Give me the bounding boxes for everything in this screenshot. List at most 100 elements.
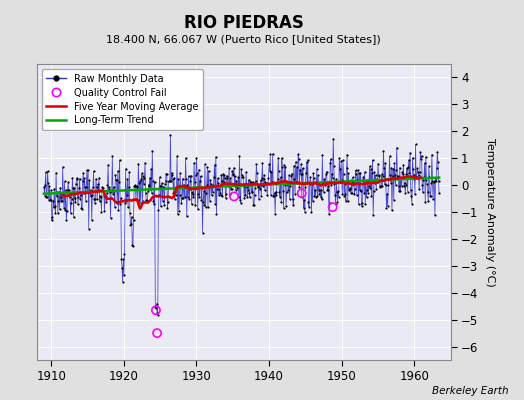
Point xyxy=(53,210,62,216)
Point xyxy=(198,185,206,191)
Point xyxy=(282,189,291,195)
Point xyxy=(345,187,353,194)
Point xyxy=(129,217,138,224)
Point xyxy=(68,196,76,202)
Point xyxy=(291,191,299,197)
Point xyxy=(47,187,56,193)
Point xyxy=(135,180,143,186)
Point xyxy=(342,198,350,204)
Point xyxy=(327,182,335,189)
Point xyxy=(260,172,268,178)
Point xyxy=(199,198,208,205)
Point xyxy=(309,198,317,204)
Point xyxy=(261,178,270,185)
Point xyxy=(150,201,158,207)
Point xyxy=(321,182,330,188)
Point xyxy=(394,172,402,179)
Point xyxy=(408,200,416,207)
Point xyxy=(112,176,121,183)
Point xyxy=(378,182,386,189)
Point xyxy=(324,183,333,189)
Point xyxy=(340,193,348,199)
Point xyxy=(387,165,396,171)
Point xyxy=(301,184,310,190)
Point xyxy=(89,184,97,190)
Point xyxy=(110,184,118,190)
Point xyxy=(126,210,134,216)
Point xyxy=(418,182,427,189)
Point xyxy=(101,194,110,200)
Point xyxy=(290,176,299,182)
Point xyxy=(83,189,92,196)
Point xyxy=(344,170,353,177)
Point xyxy=(403,188,412,195)
Point xyxy=(431,212,439,219)
Point xyxy=(359,177,367,183)
Point xyxy=(86,188,94,194)
Point xyxy=(107,187,116,193)
Point xyxy=(164,198,172,205)
Point xyxy=(311,194,320,201)
Point xyxy=(291,158,300,165)
Point xyxy=(303,179,311,185)
Point xyxy=(423,181,431,187)
Point xyxy=(115,179,123,186)
Point xyxy=(349,178,357,185)
Point xyxy=(352,167,360,174)
Point xyxy=(178,195,186,201)
Point xyxy=(216,192,225,198)
Point xyxy=(227,186,235,192)
Point xyxy=(223,172,231,179)
Point xyxy=(213,186,221,192)
Point xyxy=(58,198,67,204)
Point xyxy=(270,193,278,199)
Point xyxy=(310,174,318,181)
Point xyxy=(40,184,48,190)
Point xyxy=(123,192,131,198)
Point xyxy=(141,160,149,166)
Point xyxy=(329,174,337,181)
Point xyxy=(392,144,401,151)
Point xyxy=(111,204,119,210)
Point xyxy=(45,197,53,203)
Point xyxy=(312,180,321,187)
Point xyxy=(40,192,49,199)
Point xyxy=(189,194,198,200)
Point xyxy=(414,168,422,175)
Point xyxy=(206,177,214,184)
Point xyxy=(298,170,307,177)
Point xyxy=(306,174,314,181)
Point xyxy=(364,177,372,183)
Point xyxy=(77,204,85,211)
Point xyxy=(205,198,214,204)
Point xyxy=(203,182,211,188)
Point xyxy=(304,199,313,206)
Point xyxy=(381,182,390,189)
Point xyxy=(183,182,192,188)
Point xyxy=(117,256,126,262)
Point xyxy=(278,155,286,162)
Point xyxy=(383,191,391,197)
Point xyxy=(197,197,205,204)
Point xyxy=(168,170,176,176)
Point xyxy=(337,177,346,184)
Point xyxy=(241,181,249,188)
Point xyxy=(92,176,100,182)
Point xyxy=(81,184,89,190)
Point xyxy=(176,170,184,176)
Point xyxy=(136,177,145,184)
Point xyxy=(181,155,190,161)
Point xyxy=(51,210,60,216)
Point xyxy=(431,175,440,182)
Point xyxy=(350,190,358,197)
Point xyxy=(225,165,233,172)
Point xyxy=(65,191,73,198)
Point xyxy=(212,211,221,217)
Point xyxy=(313,193,322,200)
Point xyxy=(325,211,333,218)
Point xyxy=(90,168,98,174)
Point xyxy=(231,173,239,180)
Point xyxy=(228,171,237,178)
Point xyxy=(153,330,161,336)
Point xyxy=(350,181,358,188)
